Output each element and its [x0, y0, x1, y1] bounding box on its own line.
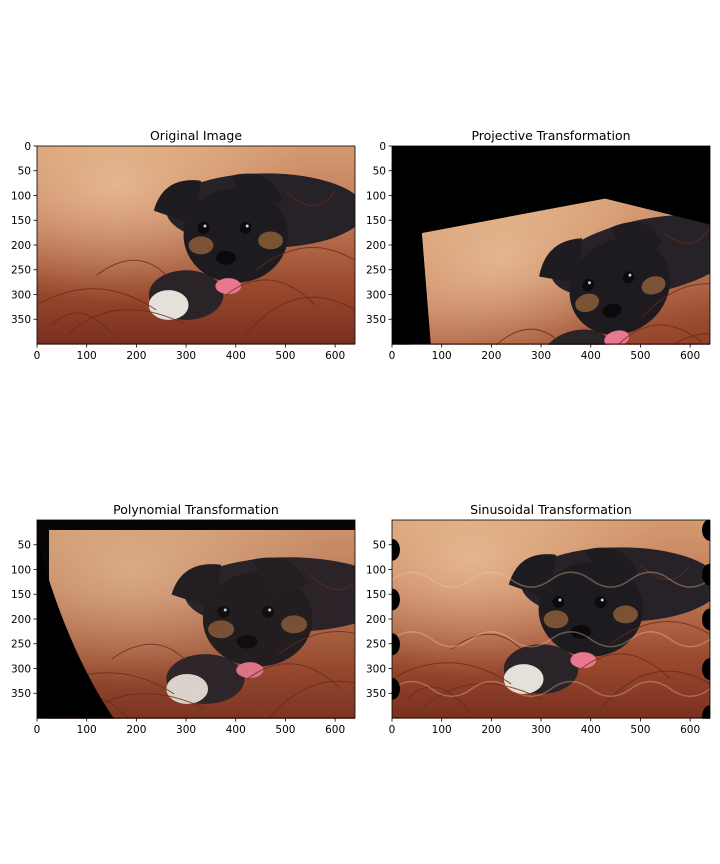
sinusoidal-xtick-label: 100	[432, 724, 452, 736]
projective-xtick-label: 600	[680, 350, 700, 362]
sinusoidal-xtick-label: 600	[680, 724, 700, 736]
sinusoidal-xtick-label: 300	[531, 724, 551, 736]
original-title: Original Image	[150, 128, 242, 143]
projective-ytick-label: 50	[373, 166, 386, 178]
projective-xtick-label: 500	[630, 350, 650, 362]
sinusoidal-ytick-label: 50	[373, 540, 386, 552]
polynomial-xtick-label: 600	[325, 724, 345, 736]
polynomial-ytick-label: 200	[11, 614, 31, 626]
polynomial-axes: 0 100 200 300 400 500 600 50 100 150 200 250 300 350 P…	[11, 502, 356, 736]
sinusoidal-xtick-label: 200	[481, 724, 501, 736]
projective-xtick-label: 100	[432, 350, 452, 362]
polynomial-mask	[37, 520, 115, 719]
sinusoidal-ytick-label: 200	[366, 614, 386, 626]
projective-ytick-label: 0	[379, 141, 386, 153]
projective-ytick-label: 300	[366, 289, 386, 301]
polynomial-ytick-label: 250	[11, 639, 31, 651]
projective-xtick-label: 0	[389, 350, 396, 362]
projective-ytick-label: 200	[366, 240, 386, 252]
original-ytick-label: 100	[11, 190, 31, 202]
original-image	[37, 146, 356, 345]
projective-title: Projective Transformation	[471, 128, 630, 143]
sinusoidal-ytick-label: 300	[366, 663, 386, 675]
polynomial-title: Polynomial Transformation	[113, 502, 279, 517]
projective-ytick-label: 250	[366, 265, 386, 277]
original-xtick-label: 300	[176, 350, 196, 362]
projective-ytick-label: 100	[366, 190, 386, 202]
sinusoidal-ytick-label: 150	[366, 589, 386, 601]
original-ytick-label: 250	[11, 265, 31, 277]
projective-xtick-label: 200	[481, 350, 501, 362]
sinusoidal-xtick-label: 0	[389, 724, 396, 736]
projective-xtick-label: 300	[531, 350, 551, 362]
projective-axes: 0 100 200 300 400 500 600 0 50 100 150 200 250 300 350…	[366, 128, 711, 362]
polynomial-ytick-label: 350	[11, 688, 31, 700]
sinusoidal-title: Sinusoidal Transformation	[470, 502, 632, 517]
original-ytick-label: 0	[24, 141, 31, 153]
original-xtick-label: 200	[126, 350, 146, 362]
polynomial-xtick-label: 400	[226, 724, 246, 736]
original-xtick-label: 100	[77, 350, 97, 362]
original-ytick-label: 300	[11, 289, 31, 301]
original-ytick-label: 150	[11, 215, 31, 227]
polynomial-xtick-label: 500	[275, 724, 295, 736]
subplot-sinusoidal	[392, 520, 711, 719]
polynomial-ytick-label: 50	[18, 540, 31, 552]
polynomial-xtick-label: 100	[77, 724, 97, 736]
original-axes: 0 100 200 300 400 500 600 0 50 100 150 200 250 300 350…	[11, 128, 356, 362]
polynomial-ytick-label: 100	[11, 564, 31, 576]
subplot-projective	[392, 146, 711, 345]
original-xtick-label: 600	[325, 350, 345, 362]
sinusoidal-xtick-label: 400	[581, 724, 601, 736]
original-xtick-label: 500	[275, 350, 295, 362]
projective-mask-top	[392, 146, 711, 225]
sinusoidal-ytick-label: 250	[366, 639, 386, 651]
polynomial-xtick-label: 0	[34, 724, 41, 736]
subplot-original	[37, 146, 356, 345]
projective-ytick-label: 150	[366, 215, 386, 227]
sinusoidal-ytick-label: 350	[366, 688, 386, 700]
polynomial-xtick-label: 300	[176, 724, 196, 736]
polynomial-ytick-label: 150	[11, 589, 31, 601]
polynomial-xtick-label: 200	[126, 724, 146, 736]
original-ytick-label: 350	[11, 314, 31, 326]
projective-xtick-label: 400	[581, 350, 601, 362]
polynomial-ytick-label: 300	[11, 663, 31, 675]
original-ytick-label: 50	[18, 166, 31, 178]
projective-ytick-label: 350	[366, 314, 386, 326]
sinusoidal-xtick-label: 500	[630, 724, 650, 736]
original-xtick-label: 400	[226, 350, 246, 362]
original-ytick-label: 200	[11, 240, 31, 252]
subplot-polynomial	[37, 520, 356, 719]
original-xtick-label: 0	[34, 350, 41, 362]
sinusoidal-axes: 0 100 200 300 400 500 600 50 100 150 200 250 300 350 S…	[366, 502, 711, 736]
sinusoidal-ytick-label: 100	[366, 564, 386, 576]
